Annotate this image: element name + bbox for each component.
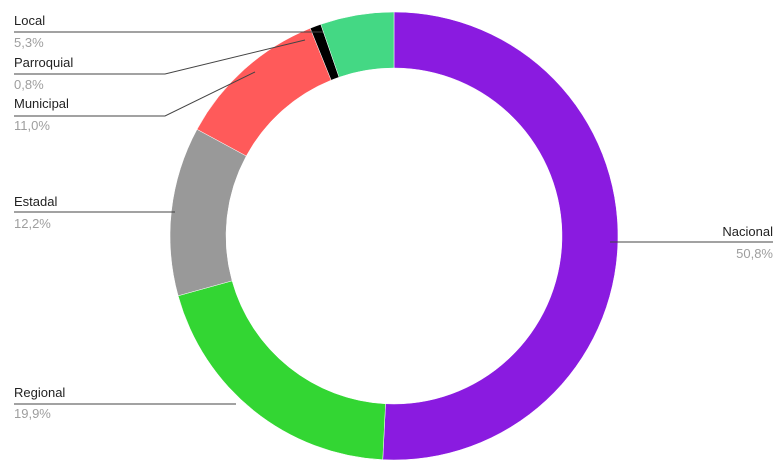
slice-regional <box>177 280 386 460</box>
slice-label-parroquial: Parroquial <box>14 55 73 70</box>
labels-group: Nacional 50,8% Regional 19,9% Estadal 12,2% Mu… <box>14 13 773 421</box>
slice-percent-local: 5,3% <box>14 35 44 50</box>
leader-line-parroquial <box>14 39 306 75</box>
slice-percent-regional: 19,9% <box>14 406 51 421</box>
slice-percent-parroquial: 0,8% <box>14 77 44 92</box>
slice-municipal <box>196 27 332 157</box>
slice-percent-estadal: 12,2% <box>14 216 51 231</box>
slice-nacional <box>382 11 619 461</box>
slice-label-estadal: Estadal <box>14 194 57 209</box>
slice-estadal <box>169 128 247 297</box>
leader-line-municipal <box>14 71 256 117</box>
slice-label-municipal: Municipal <box>14 96 69 111</box>
slices-group <box>169 11 619 461</box>
slice-percent-municipal: 11,0% <box>14 118 50 133</box>
slice-label-local: Local <box>14 13 45 28</box>
slice-label-nacional: Nacional <box>722 224 773 239</box>
slice-label-regional: Regional <box>14 385 65 400</box>
slice-local <box>320 11 395 78</box>
slice-percent-nacional: 50,8% <box>736 246 773 261</box>
